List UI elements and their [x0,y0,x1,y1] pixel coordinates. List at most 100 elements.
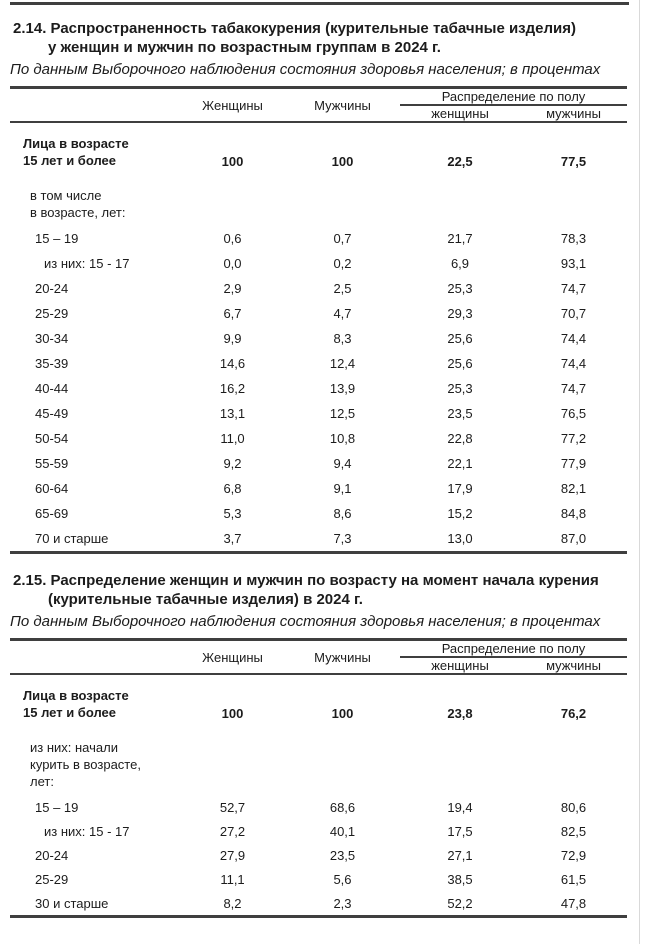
cell-dist-women: 25,6 [447,356,473,371]
subheader-men: мужчины [546,106,601,121]
cell-dist-men: 78,3 [560,231,587,246]
table-row: 45-49 13,1 12,5 23,5 76,5 [10,401,627,426]
table-row: 35-39 14,6 12,4 25,6 74,4 [10,351,627,376]
cell-dist-women: 22,1 [447,456,473,471]
cell-men: 0,7 [333,231,352,246]
cell-dist-men: 77,2 [560,431,587,446]
row-label: 25-29 [35,306,69,321]
cell-men: 2,3 [333,895,352,911]
header-women: Женщины [202,649,263,665]
note-text: из них: начали курить в возрасте, лет: [10,730,627,795]
cell-women: 6,8 [223,481,242,496]
row-label: 20-24 [35,847,69,863]
table-row-note: из них: начали курить в возрасте, лет: [10,730,627,795]
note-line3: лет: [30,774,54,789]
section-table-2-14: 2.14. Распространенность табакокурения (… [0,19,648,554]
cell-dist-women: 23,5 [447,406,473,421]
table-row: 20-24 2,9 2,5 25,3 74,7 [10,276,627,301]
cell-women: 5,3 [223,506,242,521]
cell-men: 9,4 [333,456,352,471]
table-title-line1: 2.15. Распределение женщин и мужчин по в… [13,572,599,589]
cell-women: 0,0 [223,256,242,271]
table-row: 30 и старше 8,2 2,3 52,2 47,8 [10,891,627,917]
table-2-15: Женщины Мужчины Распределение по полу же… [10,638,627,918]
row-label: 40-44 [35,381,69,396]
cell-women: 0,6 [223,231,242,246]
header-men: Мужчины [314,97,371,113]
cell-men: 4,7 [333,306,352,321]
row-label-line2: 15 лет и более [23,705,116,720]
row-label: 65-69 [35,506,69,521]
row-label-line1: Лица в возрасте [23,688,129,703]
row-label: из них: 15 - 17 [44,823,130,839]
table-row: 65-69 5,3 8,6 15,2 84,8 [10,501,627,526]
table-2-15-title: 2.15. Распределение женщин и мужчин по в… [0,571,648,609]
header-men: Мужчины [314,649,371,665]
cell-men: 8,6 [333,506,352,521]
cell-women: 11,0 [220,431,245,446]
table-row: 20-24 27,9 23,5 27,1 72,9 [10,843,627,867]
cell-dist-men: 80,6 [560,799,587,815]
cell-dist-women: 15,2 [447,506,473,521]
row-label: 30-34 [35,331,69,346]
section-table-2-15: 2.15. Распределение женщин и мужчин по в… [0,571,648,918]
cell-dist-women: 6,9 [450,256,470,271]
page-edge-line [639,0,640,944]
note-line2: курить в возрасте, [30,757,141,772]
cell-women: 11,1 [220,871,245,887]
table-2-15-subtitle: По данным Выборочного наблюдения состоян… [10,613,601,630]
cell-dist-men: 74,4 [560,356,587,371]
cell-women: 3,7 [223,531,242,546]
table-row: из них: 15 - 17 0,0 0,2 6,9 93,1 [10,251,627,276]
table-row: 55-59 9,2 9,4 22,1 77,9 [10,451,627,476]
header-blank-cell [10,640,180,675]
cell-men: 12,4 [329,356,356,371]
row-label-line2: 15 лет и более [23,153,116,168]
cell-dist-women: 21,7 [447,231,473,246]
table-row: 15 – 19 52,7 68,6 19,4 80,6 [10,795,627,819]
cell-women: 27,9 [219,847,246,863]
table-row: 50-54 11,0 10,8 22,8 77,2 [10,426,627,451]
cell-dist-women: 52,2 [447,895,473,911]
cell-women: 27,2 [219,823,246,839]
table-row-note: в том числе в возрасте, лет: [10,178,627,226]
cell-dist-men: 82,5 [560,823,587,839]
table-2-14-header: Женщины Мужчины Распределение по полу же… [10,87,627,123]
row-label: из них: 15 - 17 [44,256,130,271]
row-label: 35-39 [35,356,69,371]
cell-women: 100 [221,154,244,169]
row-label: 25-29 [35,871,69,887]
subheader-women: женщины [431,106,489,121]
cell-men: 8,3 [333,331,352,346]
row-label: 20-24 [35,281,69,296]
row-label: 60-64 [35,481,69,496]
header-distribution-by-sex: Распределение по полу [400,639,627,658]
header-blank-cell [10,88,180,123]
cell-men: 10,8 [329,431,356,446]
cell-dist-women: 25,3 [447,281,473,296]
cell-men: 23,5 [329,847,356,863]
cell-dist-men: 84,8 [560,506,587,521]
row-label: 55-59 [35,456,69,471]
subheader-women: женщины [431,658,489,673]
cell-dist-women: 25,3 [447,381,473,396]
cell-men: 5,6 [333,871,352,887]
cell-dist-men: 77,9 [560,456,587,471]
note-line1: в том числе [30,188,102,203]
cell-women: 14,6 [219,356,246,371]
cell-dist-women: 17,5 [447,823,473,839]
cell-men: 7,3 [333,531,352,546]
cell-women: 2,9 [223,281,242,296]
table-2-15-header: Женщины Мужчины Распределение по полу же… [10,639,627,675]
note-line1: из них: начали [30,740,118,755]
cell-men: 100 [331,706,354,721]
cell-men: 13,9 [329,381,356,396]
cell-dist-women: 13,0 [447,531,473,546]
table-title-line2: у женщин и мужчин по возрастным группам … [48,39,441,56]
row-label: 30 и старше [35,895,109,911]
cell-dist-women: 22,8 [447,431,473,446]
cell-men: 100 [331,154,354,169]
cell-women: 16,2 [219,381,246,396]
cell-dist-women: 23,8 [447,706,473,721]
table-row: из них: 15 - 17 27,2 40,1 17,5 82,5 [10,819,627,843]
